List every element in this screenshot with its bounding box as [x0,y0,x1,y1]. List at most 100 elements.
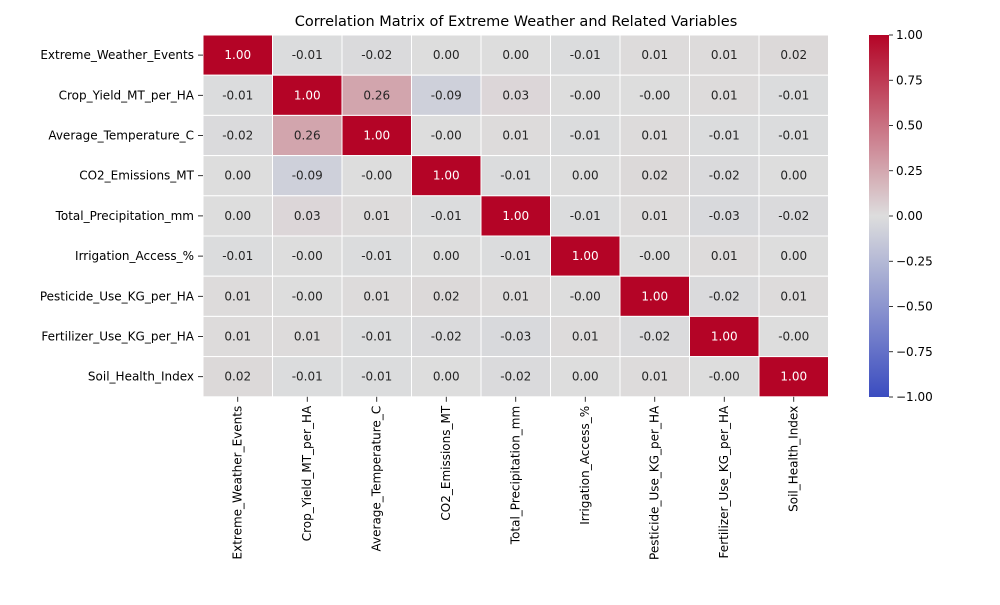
heatmap-cell [202,114,273,157]
cell-value-label: 1.00 [641,289,668,303]
heatmap-cell [619,195,690,237]
cell-value-label: -0.01 [431,209,462,223]
heatmap-cell [758,114,829,157]
cell-value-label: -0.01 [500,249,531,263]
cell-value-label: 1.00 [572,249,599,263]
cell-value-label: 0.02 [780,48,807,62]
y-tick-label: Pesticide_Use_KG_per_HA [40,289,195,303]
heatmap-cell [341,315,412,358]
cell-value-label: 0.03 [294,209,321,223]
heatmap-cell [341,34,412,76]
y-tick-label: CO2_Emissions_MT [79,169,194,183]
colorbar-tick-label: −1.00 [896,390,933,404]
colorbar-tick-label: −0.25 [896,254,933,268]
cell-value-label: 1.00 [294,88,321,102]
cell-value-label: -0.00 [639,249,670,263]
y-tick-label: Fertilizer_Use_KG_per_HA [41,330,194,344]
y-tick-label: Extreme_Weather_Events [40,48,194,62]
cell-value-label: 0.01 [363,289,390,303]
colorbar-tick-label: −0.75 [896,345,933,359]
cell-value-label: -0.09 [431,88,462,102]
heatmap-cell [341,195,412,237]
heatmap-cell [202,155,273,197]
cell-value-label: 0.01 [224,289,251,303]
cell-value-label: 0.00 [433,249,460,263]
cell-value-label: -0.01 [361,249,392,263]
cell-value-label: -0.01 [778,88,809,102]
colorbar-tick-label: 0.75 [896,73,923,87]
cell-value-label: -0.00 [570,289,601,303]
cell-value-label: 0.00 [572,370,599,384]
y-tick-label: Total_Precipitation_mm [55,209,194,223]
colorbar-tick-label: 0.50 [896,119,923,133]
cell-value-label: 0.01 [363,209,390,223]
heatmap-cell [411,155,482,197]
colorbar-tick-label: 0.25 [896,164,923,178]
heatmap-cell [550,34,621,76]
y-tick-label: Crop_Yield_MT_per_HA [59,88,195,102]
cell-value-label: -0.01 [570,209,601,223]
x-tick-label: Soil_Health_Index [787,406,801,512]
colorbar-tick-label: −0.50 [896,300,933,314]
cell-value-label: -0.02 [639,330,670,344]
cell-value-label: -0.09 [292,169,323,183]
cell-value-label: -0.02 [709,289,740,303]
y-tick-label: Average_Temperature_C [48,129,194,143]
cell-value-label: 0.02 [433,289,460,303]
cell-value-label: 0.01 [641,209,668,223]
heatmap-cell [202,34,273,76]
cell-value-label: -0.01 [361,370,392,384]
cell-value-label: 0.00 [502,48,529,62]
heatmap-cell [411,356,482,398]
cell-value-label: 0.01 [641,129,668,143]
cell-value-label: 0.02 [641,169,668,183]
heatmap-cell [480,235,551,277]
heatmap-cell [341,114,412,157]
heatmap-cell [411,315,482,358]
cell-value-label: 0.01 [502,129,529,143]
x-tick-label: Irrigation_Access_% [578,406,592,525]
x-tick-label: CO2_Emissions_MT [439,405,453,520]
heatmap-cell [202,356,273,398]
cell-value-label: 0.02 [224,370,251,384]
cell-value-label: -0.01 [292,370,323,384]
cell-value-label: -0.02 [431,330,462,344]
heatmap-cell [689,235,760,277]
heatmap-cell [480,114,551,157]
cell-value-label: -0.00 [709,370,740,384]
x-tick-label: Extreme_Weather_Events [231,406,245,560]
cell-value-label: -0.01 [222,249,253,263]
heatmap-cell [202,275,273,317]
cell-value-label: 1.00 [224,48,251,62]
cell-value-label: 0.26 [294,129,321,143]
x-axis-ticks: Extreme_Weather_Events Crop_Yield_MT_per_… [231,396,801,560]
x-tick-label: Pesticide_Use_KG_per_HA [648,405,662,560]
heatmap-cell [619,356,690,398]
cell-value-label: 0.01 [641,370,668,384]
cell-value-label: 0.00 [572,169,599,183]
heatmap-cell [550,315,621,358]
heatmap-cell [758,235,829,277]
heatmap-cell [272,356,343,398]
cell-value-label: 0.01 [711,48,738,62]
cell-value-label: -0.02 [222,129,253,143]
cell-value-label: -0.00 [361,169,392,183]
cell-value-label: 1.00 [502,209,529,223]
heatmap-cell-labels: 1.00 -0.01 -0.02 0.00 0.00 -0.01 0.01 0.01 0.02 -… [222,48,809,384]
heatmap-cell [341,235,412,277]
heatmap-cell [272,235,343,277]
heatmap-cell [341,356,412,398]
cell-value-label: -0.01 [292,48,323,62]
chart-title: Correlation Matrix of Extreme Weather an… [295,14,738,30]
heatmap-cell [689,34,760,76]
colorbar-gradient [869,35,889,397]
heatmap-cell [341,74,412,116]
heatmap-cell [202,235,273,277]
cell-value-label: -0.00 [570,88,601,102]
heatmap-cell [411,195,482,237]
cell-value-label: -0.01 [570,129,601,143]
heatmap-cell [272,155,343,197]
cell-value-label: -0.02 [500,370,531,384]
